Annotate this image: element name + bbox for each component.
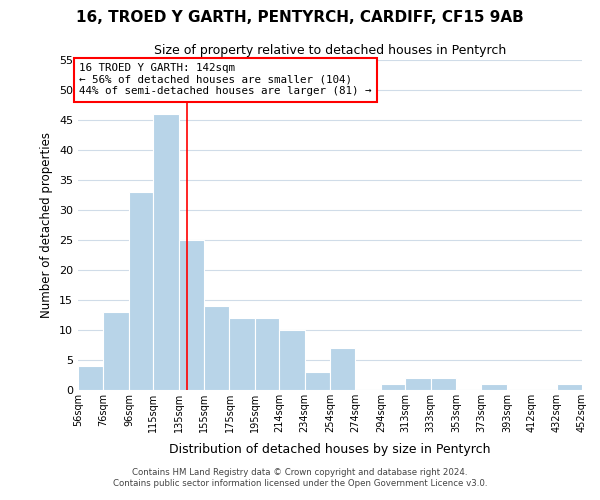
Bar [330, 348, 355, 390]
Y-axis label: Number of detached properties: Number of detached properties [40, 132, 53, 318]
Bar [305, 372, 330, 390]
Bar [255, 318, 279, 390]
Bar [78, 366, 103, 390]
Bar [103, 312, 129, 390]
Bar [153, 114, 179, 390]
Text: 16 TROED Y GARTH: 142sqm
← 56% of detached houses are smaller (104)
44% of semi-: 16 TROED Y GARTH: 142sqm ← 56% of detach… [79, 63, 372, 96]
Bar [557, 384, 582, 390]
Bar [204, 306, 229, 390]
Bar [481, 384, 507, 390]
Text: Contains HM Land Registry data © Crown copyright and database right 2024.
Contai: Contains HM Land Registry data © Crown c… [113, 468, 487, 487]
Bar [229, 318, 255, 390]
Bar [279, 330, 305, 390]
Bar [431, 378, 456, 390]
Title: Size of property relative to detached houses in Pentyrch: Size of property relative to detached ho… [154, 44, 506, 58]
Bar [381, 384, 405, 390]
Bar [405, 378, 431, 390]
Bar [129, 192, 153, 390]
Text: 16, TROED Y GARTH, PENTYRCH, CARDIFF, CF15 9AB: 16, TROED Y GARTH, PENTYRCH, CARDIFF, CF… [76, 10, 524, 25]
X-axis label: Distribution of detached houses by size in Pentyrch: Distribution of detached houses by size … [169, 444, 491, 456]
Bar [179, 240, 204, 390]
